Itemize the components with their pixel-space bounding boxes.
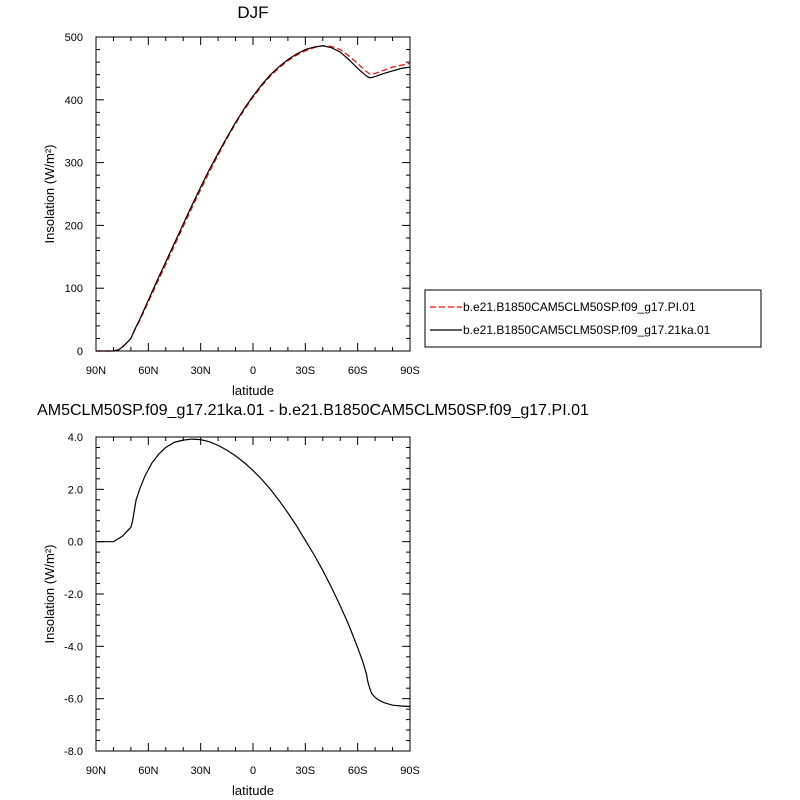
bottom-y-tick-label: 0.0: [68, 537, 83, 549]
top-x-axis-label: latitude: [232, 383, 274, 398]
top-x-tick-labels: 90N 60N 30N 0 30S 60S 90S: [86, 365, 420, 377]
top-y-tick-label: 400: [65, 95, 83, 107]
bottom-y-tick-labels: 4.0 2.0 0.0 -2.0 -4.0 -6.0 -8.0: [64, 432, 83, 758]
top-y-tick-label: 300: [65, 158, 83, 170]
bottom-difference-line: [96, 438, 411, 708]
top-x-tick-label: 30S: [296, 365, 316, 377]
top-y-axis-label: Insolation (W/m²): [42, 145, 57, 244]
top-chart-title: DJF: [237, 3, 268, 22]
bottom-x-axis-label: latitude: [232, 783, 274, 798]
top-y-tick-label: 100: [65, 283, 83, 295]
top-plot: DJF 90N 60N 30N 0 30S 60S 90S 0 100 200 …: [42, 3, 420, 398]
top-x-tick-label: 90S: [400, 365, 420, 377]
top-series-21ka-line: [96, 45, 411, 352]
legend-box: [424, 289, 762, 348]
top-y-tick-label: 200: [65, 220, 83, 232]
legend-label-21ka: b.e21.B1850CAM5CLM50SP.f09_g17.21ka.01: [463, 323, 711, 337]
top-x-tick-label: 30N: [191, 365, 211, 377]
legend: b.e21.B1850CAM5CLM50SP.f09_g17.PI.01 b.e…: [424, 289, 762, 348]
top-y-tick-label: 0: [77, 346, 83, 358]
bottom-ticks: [95, 436, 411, 752]
top-x-tick-label: 60N: [138, 365, 158, 377]
bottom-y-tick-label: -2.0: [64, 589, 83, 601]
top-x-tick-label: 60S: [348, 365, 368, 377]
bottom-plot-frame: [95, 436, 411, 752]
top-plot-frame: [95, 36, 411, 352]
top-x-tick-label: 0: [250, 365, 256, 377]
top-series-pi-line: [96, 45, 411, 352]
bottom-x-tick-labels: 90N 60N 30N 0 30S 60S 90S: [86, 765, 420, 777]
top-x-tick-label: 90N: [86, 365, 106, 377]
bottom-x-tick-label: 90N: [86, 765, 106, 777]
legend-label-pi: b.e21.B1850CAM5CLM50SP.f09_g17.PI.01: [463, 300, 696, 314]
top-y-tick-labels: 0 100 200 300 400 500: [65, 32, 83, 358]
bottom-x-tick-label: 90S: [400, 765, 420, 777]
bottom-x-tick-label: 30N: [191, 765, 211, 777]
bottom-plot: AM5CLM50SP.f09_g17.21ka.01 - b.e21.B1850…: [37, 402, 589, 798]
bottom-y-tick-label: 4.0: [68, 432, 83, 444]
bottom-y-axis-label: Insolation (W/m²): [42, 545, 57, 644]
bottom-x-tick-label: 30S: [296, 765, 316, 777]
bottom-y-tick-label: -6.0: [64, 694, 83, 706]
top-ticks: [95, 36, 411, 352]
bottom-y-tick-label: -8.0: [64, 746, 83, 758]
bottom-y-tick-label: 2.0: [68, 484, 83, 496]
bottom-x-tick-label: 60S: [348, 765, 368, 777]
bottom-x-tick-label: 60N: [138, 765, 158, 777]
bottom-y-tick-label: -4.0: [64, 641, 83, 653]
top-y-tick-label: 500: [65, 32, 83, 44]
bottom-x-tick-label: 0: [250, 765, 256, 777]
bottom-chart-title: AM5CLM50SP.f09_g17.21ka.01 - b.e21.B1850…: [37, 402, 589, 419]
